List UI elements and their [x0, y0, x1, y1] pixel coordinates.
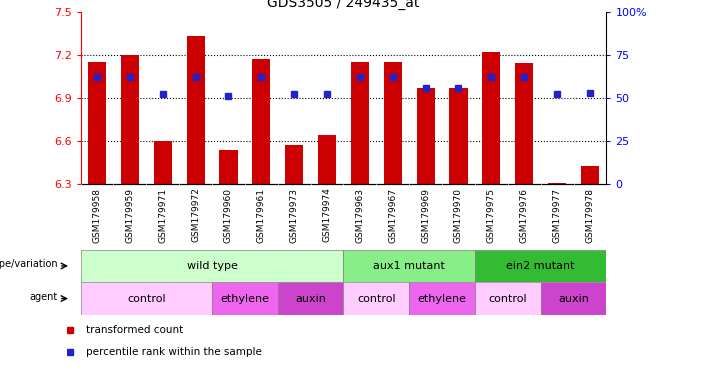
Text: agent: agent	[30, 292, 58, 302]
Bar	[540, 282, 606, 315]
Text: GSM179971: GSM179971	[158, 188, 168, 243]
Text: GSM179963: GSM179963	[355, 188, 365, 243]
Bar	[121, 55, 139, 184]
Text: control: control	[357, 293, 395, 304]
Text: wild type: wild type	[186, 261, 238, 271]
Text: aux1 mutant: aux1 mutant	[373, 261, 445, 271]
Bar	[383, 62, 402, 184]
Bar	[409, 282, 475, 315]
Bar	[351, 62, 369, 184]
Bar	[219, 150, 238, 184]
Text: GSM179977: GSM179977	[552, 188, 562, 243]
Bar	[186, 36, 205, 184]
Text: GSM179961: GSM179961	[257, 188, 266, 243]
Bar	[81, 250, 343, 282]
Text: control: control	[489, 293, 527, 304]
Text: GSM179958: GSM179958	[93, 188, 102, 243]
Text: GSM179973: GSM179973	[290, 188, 299, 243]
Bar	[449, 88, 468, 184]
Bar	[343, 250, 475, 282]
Text: GSM179959: GSM179959	[125, 188, 135, 243]
Text: GSM179970: GSM179970	[454, 188, 463, 243]
Bar	[475, 250, 606, 282]
Title: GDS3505 / 249435_at: GDS3505 / 249435_at	[267, 0, 420, 10]
Bar	[212, 282, 278, 315]
Bar	[278, 282, 343, 315]
Text: control: control	[127, 293, 165, 304]
Text: GSM179976: GSM179976	[519, 188, 529, 243]
Text: auxin: auxin	[295, 293, 326, 304]
Text: ethylene: ethylene	[220, 293, 269, 304]
Bar	[252, 59, 271, 184]
Text: auxin: auxin	[558, 293, 589, 304]
Bar	[81, 282, 212, 315]
Text: transformed count: transformed count	[86, 325, 183, 335]
Text: percentile rank within the sample: percentile rank within the sample	[86, 348, 261, 358]
Bar	[88, 62, 106, 184]
Bar	[343, 282, 409, 315]
Bar	[482, 52, 501, 184]
Bar	[154, 141, 172, 184]
Text: GSM179978: GSM179978	[585, 188, 594, 243]
Text: GSM179974: GSM179974	[322, 188, 332, 242]
Text: GSM179975: GSM179975	[487, 188, 496, 243]
Bar	[581, 166, 599, 184]
Text: ein2 mutant: ein2 mutant	[506, 261, 575, 271]
Bar	[318, 136, 336, 184]
Bar	[285, 146, 304, 184]
Text: ethylene: ethylene	[418, 293, 467, 304]
Text: GSM179972: GSM179972	[191, 188, 200, 242]
Text: genotype/variation: genotype/variation	[0, 259, 58, 269]
Bar	[416, 88, 435, 184]
Text: GSM179960: GSM179960	[224, 188, 233, 243]
Text: GSM179969: GSM179969	[421, 188, 430, 243]
Bar	[515, 63, 533, 184]
Bar	[548, 183, 566, 184]
Text: GSM179967: GSM179967	[388, 188, 397, 243]
Bar	[475, 282, 540, 315]
